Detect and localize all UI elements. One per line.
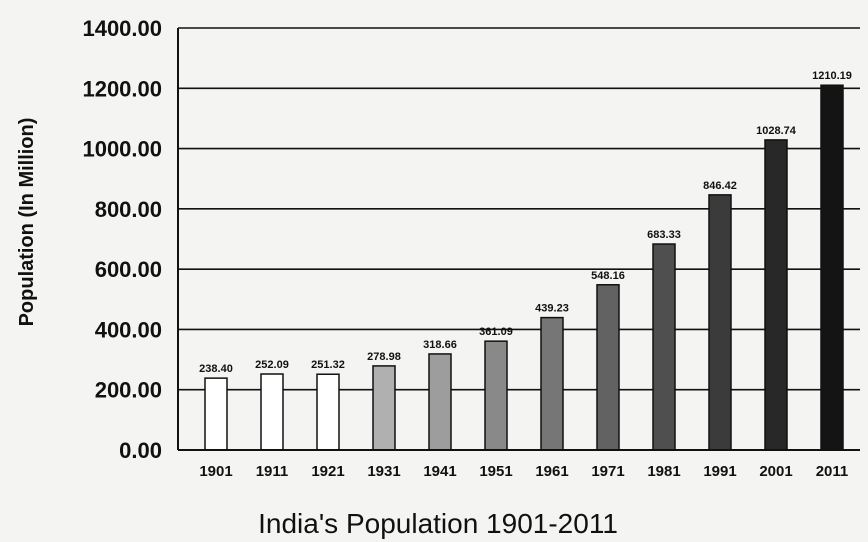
x-tick-label: 1921 <box>311 463 344 480</box>
x-tick-label: 1991 <box>703 463 736 480</box>
data-labels: 238.40 252.09 251.32 278.98 318.66 361.09 439.… <box>199 70 852 375</box>
data-label: 846.42 <box>703 180 737 192</box>
y-axis-title: Population (In Million) <box>16 118 38 327</box>
grid-lines <box>178 27 860 391</box>
x-tick-label: 1971 <box>591 463 624 480</box>
data-label: 548.16 <box>591 270 625 282</box>
y-tick-label: 0.00 <box>119 438 162 463</box>
bar-1981 <box>652 243 676 451</box>
x-tick-label: 2001 <box>759 463 792 480</box>
bar-1931 <box>372 365 396 451</box>
bar-1991 <box>708 194 732 451</box>
data-label: 361.09 <box>479 326 513 338</box>
data-label: 252.09 <box>255 359 289 371</box>
data-label: 318.66 <box>423 339 457 351</box>
x-tick-label: 1901 <box>199 463 232 480</box>
data-label: 251.32 <box>311 359 345 371</box>
bar-1961 <box>540 316 564 451</box>
bar-1971 <box>596 284 620 451</box>
data-label: 439.23 <box>535 303 569 315</box>
data-label: 1210.19 <box>812 70 852 82</box>
bar-1911 <box>260 373 284 451</box>
bar-1921 <box>316 373 340 451</box>
x-tick-label: 1931 <box>367 463 400 480</box>
x-tick-label: 1911 <box>256 463 289 480</box>
y-tick-labels: 0.00 200.00 400.00 600.00 800.00 1000.00 1200.… <box>82 16 162 463</box>
data-label: 238.40 <box>199 363 233 375</box>
bars <box>204 84 844 451</box>
chart-title: India's Population 1901-2011 <box>258 508 618 539</box>
bar-1941 <box>428 353 452 451</box>
x-tick-label: 1951 <box>479 463 512 480</box>
bar-2011 <box>820 84 844 451</box>
bar-1901 <box>204 377 228 451</box>
y-tick-label: 200.00 <box>95 378 162 403</box>
x-tick-label: 1941 <box>423 463 456 480</box>
y-tick-label: 1000.00 <box>82 137 162 162</box>
y-tick-label: 1200.00 <box>82 76 162 101</box>
x-tick-labels: 1901 1911 1921 1931 1941 1951 1961 1971 1981 1991… <box>199 463 848 480</box>
x-tick-label: 1961 <box>535 463 568 480</box>
x-tick-label: 2011 <box>816 463 849 480</box>
bar-1951 <box>484 340 508 451</box>
y-tick-label: 800.00 <box>95 197 162 222</box>
y-tick-label: 400.00 <box>95 317 162 342</box>
data-label: 278.98 <box>367 351 401 363</box>
y-tick-label: 1400.00 <box>82 16 162 41</box>
x-tick-label: 1981 <box>647 463 680 480</box>
bar-2001 <box>764 139 788 451</box>
y-tick-label: 600.00 <box>95 257 162 282</box>
data-label: 683.33 <box>647 229 681 241</box>
data-label: 1028.74 <box>756 125 797 137</box>
